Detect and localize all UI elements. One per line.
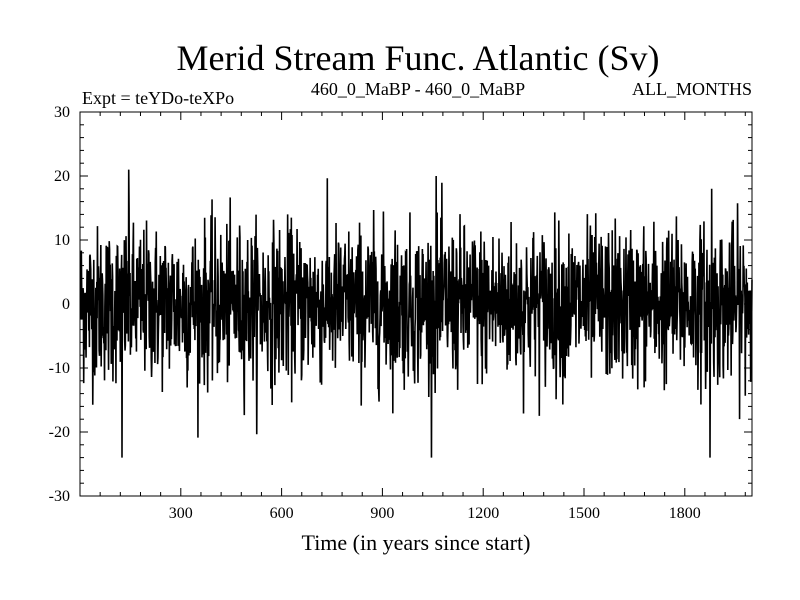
- x-axis-label: Time (in years since start): [302, 530, 531, 555]
- subtitle-right: ALL_MONTHS: [632, 79, 752, 99]
- y-tick-label: 30: [54, 104, 70, 121]
- y-tick-label: -30: [49, 488, 70, 505]
- x-tick-label: 600: [270, 505, 294, 522]
- y-tick-label: -20: [49, 424, 70, 441]
- x-tick-label: 1800: [669, 505, 701, 522]
- x-tick-label: 1500: [568, 505, 600, 522]
- x-tick-label: 300: [169, 505, 193, 522]
- series-line: [79, 169, 753, 458]
- y-tick-label: 10: [54, 232, 70, 249]
- y-tick-label: -10: [49, 360, 70, 377]
- y-tick-label: 20: [54, 168, 70, 185]
- chart-title: Merid Stream Func. Atlantic (Sv): [177, 38, 660, 78]
- series-group: [79, 169, 753, 458]
- subtitle-center: 460_0_MaBP - 460_0_MaBP: [311, 79, 525, 99]
- subtitle-left: Expt = teYDo-teXPo: [82, 88, 234, 108]
- x-tick-label: 1200: [467, 505, 499, 522]
- x-tick-label: 900: [370, 505, 394, 522]
- y-tick-label: 0: [62, 296, 70, 313]
- ticks-group: 300 600 900 1200 1500 1800 -30 -20 -10 0 10 20 30: [49, 104, 752, 522]
